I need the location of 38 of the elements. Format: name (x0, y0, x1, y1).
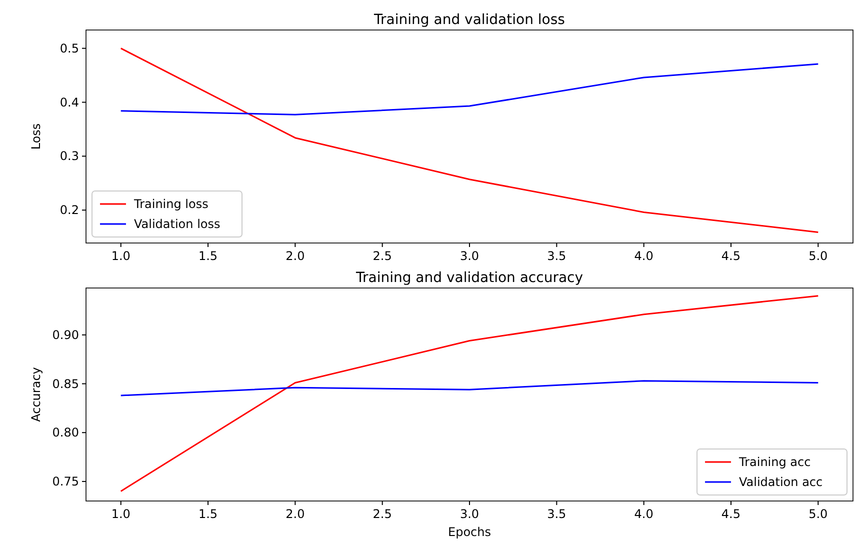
chart-title: Training and validation accuracy (354, 270, 584, 286)
x-tick-label: 1.0 (111, 507, 130, 521)
x-tick-label: 2.5 (372, 507, 392, 521)
x-tick-label: 1.5 (198, 507, 218, 521)
x-tick-label: 3.0 (460, 249, 480, 263)
x-tick-label: 4.0 (634, 249, 654, 263)
y-tick-label: 0.4 (60, 95, 79, 110)
y-tick-label: 0.90 (52, 328, 79, 342)
x-tick-label: 5.0 (808, 507, 828, 521)
y-tick-label: 0.85 (52, 376, 79, 391)
y-tick-label: 0.2 (60, 203, 79, 218)
x-tick-label: 1.0 (111, 249, 130, 263)
y-tick-label: 0.80 (52, 426, 79, 440)
x-tick-label: 2.0 (286, 249, 305, 263)
line-series (120, 380, 819, 396)
x-tick-label: 1.5 (198, 249, 218, 263)
chart-title: Training and validation loss (373, 12, 565, 28)
line-series (120, 63, 819, 116)
x-tick-label: 2.0 (286, 507, 305, 521)
x-tick-label: 2.5 (372, 249, 392, 263)
x-tick-label: 3.5 (547, 249, 566, 263)
y-tick-label: 0.75 (52, 474, 79, 488)
x-tick-label: 3.5 (547, 507, 566, 521)
x-tick-label: 4.5 (721, 507, 741, 521)
x-tick-label: 4.5 (721, 249, 741, 263)
x-tick-label: 4.0 (634, 507, 654, 521)
legend-label: Validation acc (739, 475, 823, 489)
y-axis-title: Accuracy (29, 367, 43, 422)
y-axis-title: Loss (29, 123, 43, 150)
legend-label: Validation loss (134, 217, 220, 231)
y-tick-label: 0.5 (60, 41, 79, 56)
x-axis-title: Epochs (448, 525, 491, 539)
y-tick-label: 0.3 (60, 149, 79, 164)
x-tick-label: 5.0 (808, 249, 828, 263)
line-series (120, 48, 819, 233)
legend-label: Training loss (133, 197, 208, 211)
x-tick-label: 3.0 (460, 507, 480, 521)
legend-label: Training acc (738, 455, 811, 469)
